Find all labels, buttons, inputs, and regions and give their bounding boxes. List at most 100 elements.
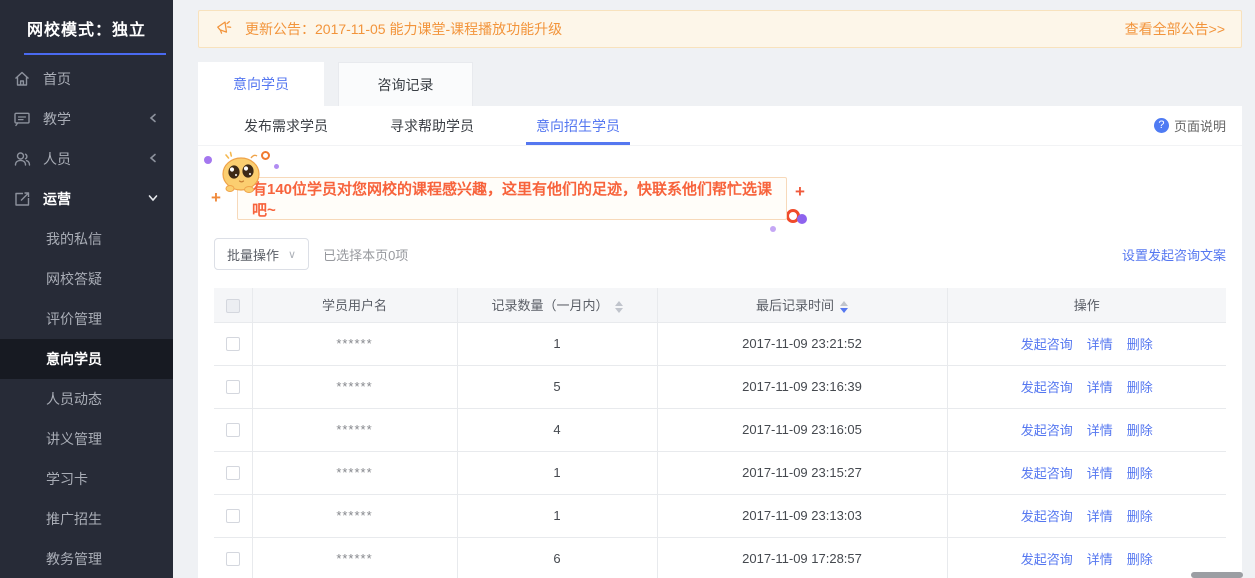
- view-all-announcements-link[interactable]: 查看全部公告>>: [1124, 21, 1225, 37]
- main-content: 更新公告：2017-11-05 能力课堂-课程播放功能升级 查看全部公告>> 意…: [173, 0, 1255, 578]
- megaphone-icon: [215, 18, 235, 41]
- callout-text: 有140位学员对您网校的课程感兴趣，这里有他们的足迹，快联系他们帮忙选课吧~: [252, 180, 773, 219]
- table-row: ****** 4 2017-11-09 23:16:05 发起咨询 详情 删除: [214, 408, 1226, 452]
- header-time-label: 最后记录时间: [755, 298, 834, 314]
- purple-dot-decoration: [770, 226, 776, 232]
- sidebar-divider: [24, 53, 166, 55]
- purple-dot-decoration: [204, 156, 212, 164]
- school-mode-title: 网校模式：独立: [26, 22, 146, 39]
- sidebar-subitem-private-messages[interactable]: 我的私信: [46, 231, 102, 247]
- teaching-icon: [12, 109, 32, 129]
- row-checkbox[interactable]: [225, 423, 240, 438]
- table-row: ****** 1 2017-11-09 23:21:52 发起咨询 详情 删除: [214, 322, 1226, 366]
- actions-cell: 发起咨询 详情 删除: [947, 322, 1226, 366]
- operations-icon: [12, 189, 32, 209]
- plus-decoration: +: [211, 188, 221, 207]
- sidebar-item-people[interactable]: 人员: [0, 139, 173, 179]
- row-checkbox[interactable]: [225, 380, 240, 395]
- sort-time-control[interactable]: [840, 300, 848, 313]
- sidebar-subitem-handout-management[interactable]: 讲义管理: [46, 431, 102, 447]
- subtab-enrollment-intent-students[interactable]: 意向招生学员: [526, 106, 630, 145]
- row-checkbox[interactable]: [225, 337, 240, 352]
- time-cell: 2017-11-09 23:13:03: [657, 494, 948, 538]
- start-consult-link[interactable]: 发起咨询: [1020, 552, 1073, 567]
- detail-link[interactable]: 详情: [1086, 466, 1113, 481]
- sidebar-item-label: 人员: [43, 151, 71, 167]
- start-consult-link[interactable]: 发起咨询: [1020, 509, 1073, 524]
- detail-link[interactable]: 详情: [1086, 552, 1113, 567]
- row-checkbox[interactable]: [225, 552, 240, 567]
- table-header-row: 学员用户名 记录数量（一月内） 最后记录时间 操作: [214, 288, 1226, 323]
- sidebar-subitem-prospective-students[interactable]: 意向学员: [0, 339, 173, 379]
- header-actions: 操作: [947, 288, 1226, 323]
- sidebar-subitem-review-management[interactable]: 评价管理: [46, 311, 102, 327]
- sidebar-item-label: 首页: [43, 71, 71, 87]
- tab-consultation-records[interactable]: 咨询记录: [338, 62, 473, 106]
- sidebar-subitem-school-qa[interactable]: 网校答疑: [46, 271, 102, 287]
- question-mark-icon: ?: [1153, 118, 1169, 133]
- time-cell: 2017-11-09 23:15:27: [657, 451, 948, 495]
- header-username: 学员用户名: [252, 288, 458, 323]
- intro-callout: + + 有140位学员对您网校的课程感兴趣，这里有他们的足迹，快联系他们帮忙选课…: [198, 146, 1242, 238]
- bulk-action-dropdown[interactable]: 批量操作 ∨: [214, 238, 310, 270]
- actions-cell: 发起咨询 详情 删除: [947, 494, 1226, 538]
- header-last-record-time: 最后记录时间: [657, 288, 948, 323]
- row-checkbox[interactable]: [225, 466, 240, 481]
- actions-cell: 发起咨询 详情 删除: [947, 537, 1226, 578]
- subtab-demand-students[interactable]: 发布需求学员: [244, 117, 328, 134]
- sidebar-item-teaching[interactable]: 教学: [0, 99, 173, 139]
- chevron-down-icon: [147, 191, 159, 207]
- announcement-text: 更新公告：2017-11-05 能力课堂-课程播放功能升级: [245, 21, 563, 37]
- sidebar: 网校模式：独立 首页 教学 人员: [0, 0, 173, 578]
- sidebar-item-label: 教学: [43, 111, 71, 127]
- set-consult-copy-link[interactable]: 设置发起咨询文案: [1121, 247, 1226, 263]
- sidebar-subitem-promotion-enrollment[interactable]: 推广招生: [46, 511, 102, 527]
- sidebar-item-operations[interactable]: 运营: [0, 179, 173, 219]
- delete-link[interactable]: 删除: [1126, 466, 1153, 481]
- count-cell: 1: [457, 322, 658, 366]
- start-consult-link[interactable]: 发起咨询: [1020, 423, 1073, 438]
- delete-link[interactable]: 删除: [1126, 337, 1153, 352]
- sidebar-item-home[interactable]: 首页: [0, 59, 173, 99]
- delete-link[interactable]: 删除: [1126, 423, 1153, 438]
- delete-link[interactable]: 删除: [1126, 380, 1153, 395]
- students-table: 学员用户名 记录数量（一月内） 最后记录时间 操作 ****** 1 2017-…: [214, 288, 1226, 578]
- sort-count-control[interactable]: [614, 300, 623, 313]
- start-consult-link[interactable]: 发起咨询: [1020, 337, 1073, 352]
- sidebar-subitem-personnel-activity[interactable]: 人员动态: [46, 391, 102, 407]
- plus-decoration: +: [795, 182, 805, 201]
- sidebar-subitem-academic-management[interactable]: 教务管理: [46, 551, 102, 567]
- username-cell: ******: [252, 451, 458, 495]
- time-cell: 2017-11-09 23:21:52: [657, 322, 948, 366]
- row-checkbox[interactable]: [225, 509, 240, 524]
- username-cell: ******: [252, 322, 458, 366]
- subtab-help-seeking-students[interactable]: 寻求帮助学员: [390, 117, 474, 134]
- start-consult-link[interactable]: 发起咨询: [1020, 466, 1073, 481]
- mascot-icon: [218, 146, 264, 201]
- count-cell: 1: [457, 451, 658, 495]
- detail-link[interactable]: 详情: [1086, 337, 1113, 352]
- count-cell: 6: [457, 537, 658, 578]
- chevron-down-icon: ∨: [288, 248, 297, 261]
- actions-cell: 发起咨询 详情 删除: [947, 365, 1226, 409]
- start-consult-link[interactable]: 发起咨询: [1020, 380, 1073, 395]
- purple-dot-decoration: [797, 214, 807, 224]
- select-all-checkbox[interactable]: [225, 298, 240, 313]
- page-help-label: 页面说明: [1173, 119, 1226, 134]
- tab-prospective-students[interactable]: 意向学员: [198, 62, 324, 106]
- orange-ring-decoration: [261, 151, 270, 160]
- detail-link[interactable]: 详情: [1086, 423, 1113, 438]
- page-help-button[interactable]: ? 页面说明: [1153, 116, 1226, 135]
- username-cell: ******: [252, 537, 458, 578]
- chevron-left-icon: [147, 151, 159, 167]
- horizontal-scrollbar-thumb[interactable]: [1191, 572, 1243, 578]
- detail-link[interactable]: 详情: [1086, 380, 1113, 395]
- purple-dot-decoration: [274, 164, 279, 169]
- subtab-bar: 发布需求学员 寻求帮助学员 意向招生学员 ? 页面说明: [198, 106, 1242, 146]
- delete-link[interactable]: 删除: [1126, 552, 1153, 567]
- delete-link[interactable]: 删除: [1126, 509, 1153, 524]
- sidebar-subitem-study-card[interactable]: 学习卡: [46, 471, 88, 487]
- chevron-left-icon: [147, 111, 159, 127]
- detail-link[interactable]: 详情: [1086, 509, 1113, 524]
